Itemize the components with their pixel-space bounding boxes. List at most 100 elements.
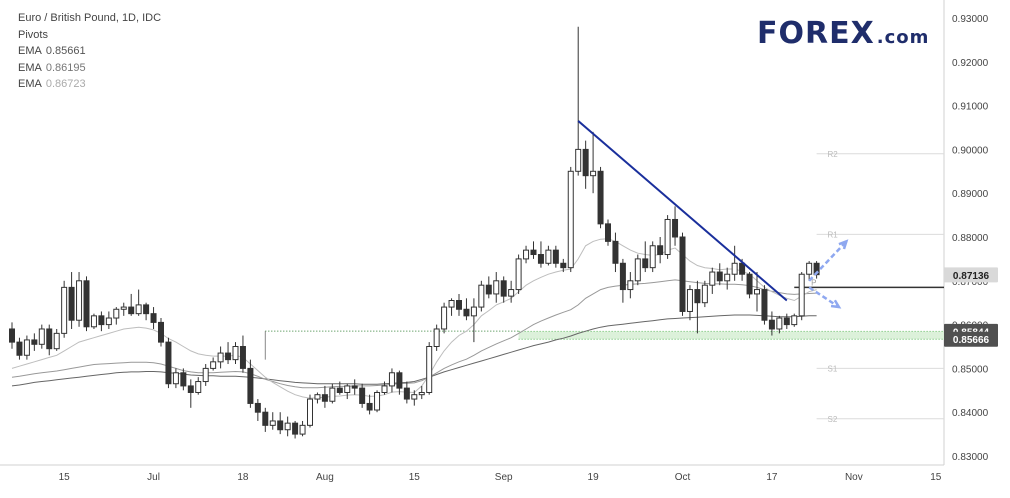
candle-body (336, 387, 343, 393)
pivot-label-p: P (811, 278, 816, 287)
candle-body (478, 284, 485, 308)
candle-body (150, 313, 157, 323)
candle-body (783, 317, 790, 326)
candle-body (351, 385, 358, 389)
ema-1-value: 0.85661 (45, 45, 86, 57)
candle-body (128, 306, 135, 315)
candle-body (500, 280, 507, 297)
candle-body (627, 280, 634, 291)
candle-body (567, 170, 574, 269)
x-tick-label: Oct (675, 472, 691, 483)
bullish-arrowhead (838, 239, 849, 250)
x-tick-label: 15 (409, 472, 421, 483)
candle-body (46, 328, 53, 350)
candle-body (537, 254, 544, 264)
candle-body (709, 271, 716, 286)
candle-body (746, 273, 753, 295)
candle-body (38, 328, 45, 345)
candle-body (657, 245, 664, 256)
y-tick-label: 0.88000 (952, 233, 989, 244)
candle-body (612, 240, 619, 264)
logo-suffix: .com (876, 27, 930, 48)
pivot-label-r1: R1 (828, 230, 839, 239)
candle-body (76, 280, 83, 321)
candle-body (232, 346, 239, 361)
candle-body (411, 394, 418, 400)
candle-body (485, 284, 492, 295)
y-tick-label: 0.89000 (952, 189, 989, 200)
candle-body (619, 262, 626, 291)
legend-title: Euro / British Pound, 1D, IDC (18, 12, 162, 24)
candle-body (768, 319, 775, 330)
candle-body (545, 249, 552, 264)
price-label-bg (944, 267, 998, 283)
candle-body (441, 306, 448, 330)
candle-body (158, 321, 164, 343)
y-tick-label: 0.93000 (952, 14, 989, 25)
candle-body (90, 315, 97, 328)
candle-body (515, 258, 522, 291)
ema-3-value: 0.86723 (45, 78, 86, 90)
candle-body (23, 339, 30, 356)
candle-body (374, 391, 381, 411)
candle-body (217, 352, 224, 363)
pivot-label-s1: S1 (828, 364, 838, 373)
candle-body (195, 381, 202, 393)
candle-body (776, 317, 783, 330)
candle-body (143, 304, 150, 315)
candle-body (530, 249, 537, 256)
pivot-label-s2: S2 (828, 415, 838, 424)
candle-body (113, 308, 120, 319)
candle-body (523, 249, 530, 260)
candle-body (634, 258, 641, 282)
candle-body (426, 346, 433, 393)
x-tick-label: 15 (930, 472, 942, 483)
candle-body (202, 367, 209, 383)
price-label-text: 0.85666 (953, 335, 990, 346)
candle-body (359, 387, 366, 404)
candle-body (210, 361, 217, 369)
candle-body (225, 352, 232, 361)
candle-body (649, 245, 656, 269)
candle-body (724, 273, 731, 282)
candle-body (277, 420, 284, 431)
candle-body (679, 236, 686, 312)
bullish-arrow (808, 240, 848, 282)
legend-ema-2: EMA 0.86195 (18, 61, 86, 74)
y-tick-label: 0.91000 (952, 102, 989, 113)
support-zone (518, 331, 944, 340)
x-tick-label: 15 (59, 472, 71, 483)
pivot-label-r2: R2 (828, 150, 839, 159)
candle-body (284, 422, 291, 431)
candle-body (16, 341, 23, 356)
candle-body (105, 317, 112, 326)
candle-body (98, 315, 105, 326)
candle-body (9, 328, 15, 343)
forex-logo: FOREX .com (757, 16, 929, 51)
candle-body (53, 332, 60, 350)
legend-pivots: Pivots (18, 28, 48, 41)
candle-body (694, 289, 701, 304)
candle-body (575, 148, 582, 172)
x-tick-label: Sep (495, 472, 513, 483)
y-tick-label: 0.90000 (952, 145, 989, 156)
candle-body (806, 262, 813, 275)
candle-body (739, 262, 746, 275)
candle-body (329, 387, 336, 402)
candle-body (180, 372, 187, 387)
ema-2-value: 0.86195 (45, 61, 86, 74)
bearish-arrowhead (830, 299, 842, 309)
candle-body (120, 306, 127, 310)
y-tick-label: 0.83000 (952, 452, 989, 463)
ema-slow-line (11, 314, 817, 387)
candle-body (388, 372, 395, 387)
candle-body (716, 271, 723, 282)
ema-fast-line (11, 238, 817, 399)
candle-body (292, 422, 299, 435)
legend-ema-1: EMA 0.85661 (18, 45, 86, 57)
candle-body (239, 346, 246, 369)
candle-body (165, 341, 172, 385)
candle-body (344, 385, 351, 393)
candle-body (597, 170, 604, 225)
